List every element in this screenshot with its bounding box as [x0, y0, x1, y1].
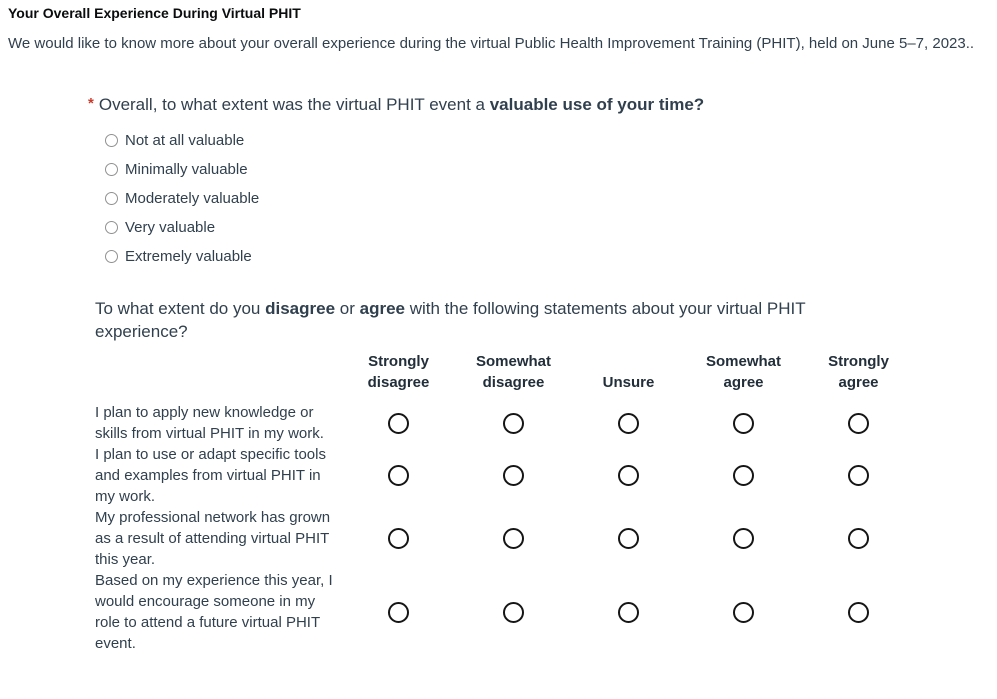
matrix-radio-row2-somewhat-disagree[interactable]: [503, 465, 524, 486]
question2-text-part2: or: [335, 299, 360, 318]
q1-radio-option-4[interactable]: [105, 221, 118, 234]
matrix-column-header-strongly-agree: Strongly agree: [801, 351, 916, 402]
page-title: Your Overall Experience During Virtual P…: [8, 5, 301, 21]
q1-option-label[interactable]: Very valuable: [125, 219, 216, 236]
matrix-column-header-strongly-disagree: Strongly disagree: [341, 351, 456, 402]
matrix-radio-row4-somewhat-agree[interactable]: [733, 601, 754, 623]
q1-option-extremely[interactable]: Extremely valuable: [105, 242, 997, 271]
matrix-cell-r4-c2: [456, 570, 571, 654]
matrix-cell-r1-c5: [801, 402, 916, 444]
matrix-row-statement-2: I plan to use or adapt specific tools an…: [95, 446, 326, 505]
q1-option-minimally[interactable]: Minimally valuable: [105, 155, 997, 184]
matrix-row-statement-3: My professional network has grown as a r…: [95, 509, 331, 568]
matrix-cell-r1-c1: [341, 402, 456, 444]
matrix-radio-row1-strongly-disagree[interactable]: [388, 412, 409, 434]
question-agree-disagree-matrix: To what extent do you disagree or agree …: [95, 297, 997, 654]
matrix-cell-r3-c4: [686, 507, 801, 570]
matrix-column-header-somewhat-agree: Somewhat agree: [686, 351, 801, 402]
matrix-radio-row1-unsure[interactable]: [618, 412, 639, 434]
matrix-radio-row1-strongly-agree[interactable]: [848, 412, 869, 434]
matrix-cell-r4-c4: [686, 570, 801, 654]
q1-option-very[interactable]: Very valuable: [105, 213, 997, 242]
matrix-radio-row1-somewhat-disagree[interactable]: [503, 412, 524, 434]
question1-text-bold: valuable use of your time?: [489, 95, 705, 114]
q1-radio-option-5[interactable]: [105, 250, 118, 263]
matrix-cell-r2-c2: [456, 444, 571, 507]
q1-option-label[interactable]: Moderately valuable: [125, 190, 260, 207]
question1-options: Not at all valuable Minimally valuable M…: [88, 126, 997, 271]
matrix-column-header-somewhat-disagree: Somewhat disagree: [456, 351, 571, 402]
matrix-cell-r1-c4: [686, 402, 801, 444]
q1-radio-option-1[interactable]: [105, 134, 118, 147]
required-asterisk: *: [88, 95, 94, 112]
column-header-label: Strongly disagree: [367, 353, 430, 391]
matrix-cell-r3-c3: [571, 507, 686, 570]
matrix-cell-r3-c2: [456, 507, 571, 570]
matrix-radio-row4-strongly-disagree[interactable]: [388, 601, 409, 623]
question2-text: To what extent do you disagree or agree …: [95, 297, 840, 343]
matrix-cell-r2-c1: [341, 444, 456, 507]
q1-radio-option-3[interactable]: [105, 192, 118, 205]
matrix-radio-row3-somewhat-disagree[interactable]: [503, 528, 524, 549]
matrix-corner-cell: [95, 351, 341, 402]
matrix-cell-r2-c4: [686, 444, 801, 507]
q1-option-label[interactable]: Not at all valuable: [125, 132, 245, 149]
matrix-radio-row4-strongly-agree[interactable]: [848, 601, 869, 623]
matrix-table: Strongly disagree Somewhat disagree Unsu…: [95, 351, 997, 654]
matrix-cell-r3-c1: [341, 507, 456, 570]
question1-text-normal: Overall, to what extent was the virtual …: [98, 95, 490, 114]
matrix-radio-row2-strongly-disagree[interactable]: [388, 465, 409, 486]
matrix-cell-r3-c5: [801, 507, 916, 570]
matrix-radio-row2-strongly-agree[interactable]: [848, 465, 869, 486]
question2-bold-agree: agree: [359, 299, 405, 318]
question1-text: * Overall, to what extent was the virtual…: [88, 92, 997, 116]
matrix-radio-row4-somewhat-disagree[interactable]: [503, 601, 524, 623]
q1-option-moderately[interactable]: Moderately valuable: [105, 184, 997, 213]
matrix-row-statement-4: Based on my experience this year, I woul…: [95, 572, 333, 652]
matrix-cell-r2-c3: [571, 444, 686, 507]
matrix-cell-r4-c1: [341, 570, 456, 654]
matrix-cell-r1-c3: [571, 402, 686, 444]
q1-option-label[interactable]: Minimally valuable: [125, 161, 248, 178]
matrix-radio-row3-somewhat-agree[interactable]: [733, 528, 754, 549]
q1-radio-option-2[interactable]: [105, 163, 118, 176]
column-header-label: Strongly agree: [828, 353, 889, 391]
q1-option-label[interactable]: Extremely valuable: [125, 248, 252, 265]
intro-paragraph: We would like to know more about your ov…: [8, 35, 975, 52]
column-header-label: Somewhat disagree: [475, 353, 551, 391]
question2-text-part3: with the following statements about your…: [95, 299, 806, 341]
matrix-cell-r4-c5: [801, 570, 916, 654]
q1-option-not-at-all[interactable]: Not at all valuable: [105, 126, 997, 155]
column-header-label: Somewhat agree: [705, 353, 781, 391]
matrix-radio-row1-somewhat-agree[interactable]: [733, 412, 754, 434]
question2-text-part1: To what extent do you: [95, 299, 266, 318]
matrix-column-header-unsure: Unsure: [571, 351, 686, 402]
matrix-radio-row3-strongly-disagree[interactable]: [388, 528, 409, 549]
matrix-radio-row2-somewhat-agree[interactable]: [733, 465, 754, 486]
matrix-row-statement-1: I plan to apply new knowledge or skills …: [95, 404, 324, 442]
column-header-label: Unsure: [602, 374, 655, 391]
question2-bold-disagree: disagree: [265, 299, 336, 318]
matrix-cell-r4-c3: [571, 570, 686, 654]
matrix-radio-row4-unsure[interactable]: [618, 601, 639, 623]
matrix-radio-row3-strongly-agree[interactable]: [848, 528, 869, 549]
matrix-radio-row2-unsure[interactable]: [618, 465, 639, 486]
matrix-cell-r2-c5: [801, 444, 916, 507]
matrix-cell-r1-c2: [456, 402, 571, 444]
matrix-radio-row3-unsure[interactable]: [618, 528, 639, 549]
question-valuable-use: * Overall, to what extent was the virtual…: [88, 92, 997, 271]
